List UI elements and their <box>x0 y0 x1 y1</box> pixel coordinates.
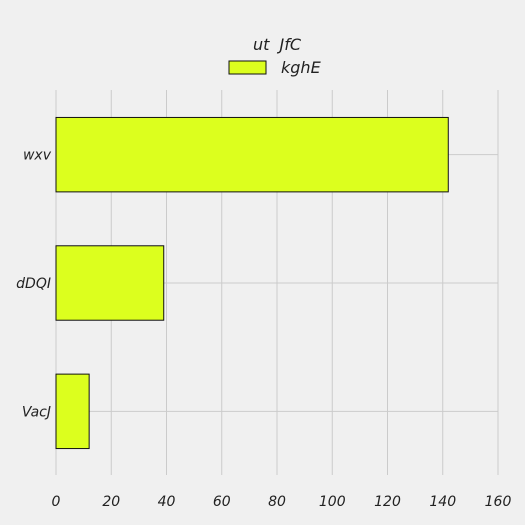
bar-dDQI <box>55 245 165 321</box>
x-tick-label: 40 <box>158 494 176 510</box>
bar-layer <box>55 116 449 450</box>
y-tick-label: VacJ <box>22 404 51 420</box>
x-tick-label: 140 <box>429 494 456 510</box>
legend: ut JfC kghE <box>228 35 322 77</box>
y-tick-label: dDQI <box>16 276 51 292</box>
x-tick-label: 80 <box>268 494 286 510</box>
legend-title: ut JfC <box>253 35 302 54</box>
y-tick-labels: wxv dDQI VacJ <box>16 148 52 421</box>
bar-VacJ <box>55 373 90 450</box>
x-tick-label: 160 <box>485 494 512 510</box>
legend-swatch <box>228 60 267 75</box>
legend-label: kghE <box>281 58 322 77</box>
y-tick-label: wxv <box>23 148 52 164</box>
x-tick-label: 0 <box>52 494 61 510</box>
x-tick-label: 100 <box>319 494 346 510</box>
x-tick-labels: 0 20 40 60 80 100 120 140 160 <box>52 494 512 510</box>
x-tick-label: 20 <box>102 494 120 510</box>
x-tick-label: 60 <box>213 494 231 510</box>
x-tick-label: 120 <box>374 494 401 510</box>
bar-wxv <box>55 116 449 193</box>
